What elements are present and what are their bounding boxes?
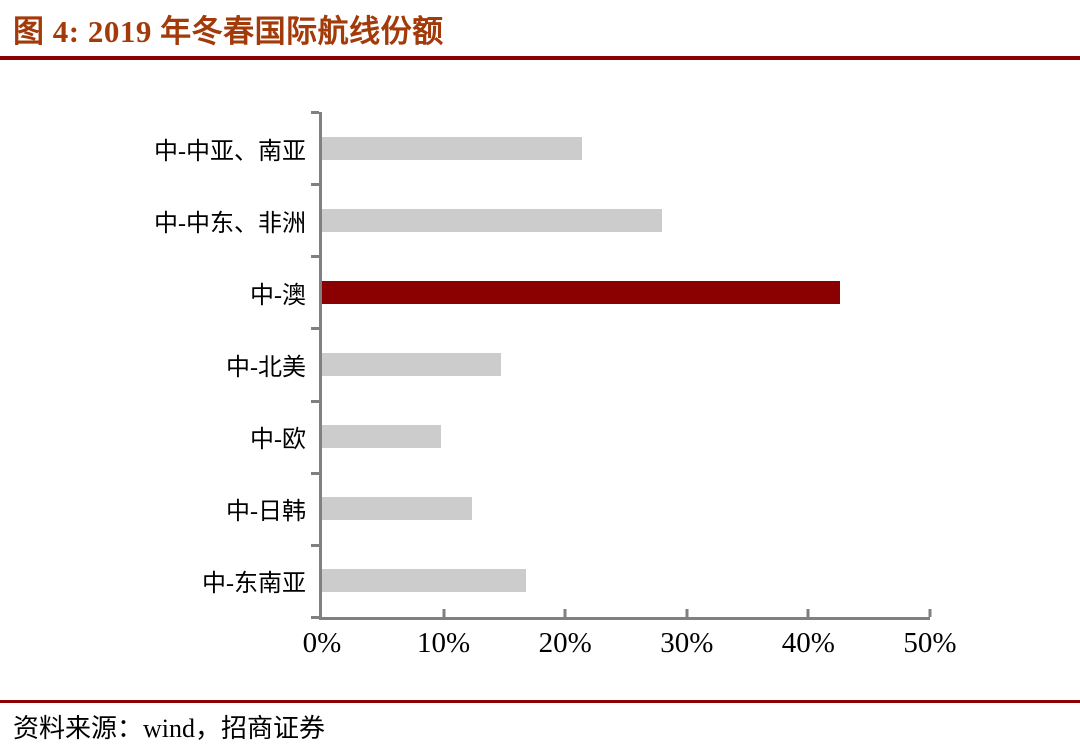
- bar-highlighted: [322, 280, 841, 304]
- x-axis-label: 40%: [781, 627, 835, 659]
- category-label: 中-中亚、南亚: [154, 138, 306, 165]
- chart-row: [322, 112, 930, 184]
- y-axis-tick: [311, 471, 319, 475]
- y-axis-tick: [311, 183, 319, 187]
- x-axis-tick: [685, 609, 689, 617]
- x-axis-tick: [563, 609, 567, 617]
- x-axis-label: 0%: [302, 627, 342, 659]
- y-axis-tick: [311, 255, 319, 259]
- x-axis-tick: [806, 609, 810, 617]
- chart-row: [322, 256, 930, 328]
- category-label: 中-澳: [250, 282, 306, 309]
- bar: [322, 497, 472, 521]
- y-axis-tick: [311, 616, 319, 619]
- chart-row: [322, 545, 930, 617]
- y-axis-tick: [311, 327, 319, 331]
- x-axis-label: 20%: [538, 627, 592, 659]
- x-axis-label: 30%: [660, 627, 714, 659]
- x-axis-tick: [928, 609, 932, 617]
- x-axis-label: 10%: [417, 627, 471, 659]
- bar: [322, 569, 527, 593]
- category-label: 中-欧: [250, 427, 306, 454]
- category-axis-labels: 中-中亚、南亚 中-中东、非洲中-澳中-北美中-欧中-日韩中-东南亚: [0, 112, 306, 617]
- category-label: 中-东南亚: [202, 571, 306, 598]
- x-axis-label: 50%: [903, 627, 957, 659]
- y-axis-tick: [311, 399, 319, 403]
- bar: [322, 136, 583, 160]
- bar: [322, 208, 663, 232]
- chart-row: [322, 473, 930, 545]
- chart-row: [322, 328, 930, 400]
- chart-row: [322, 184, 930, 256]
- bar-rows: [322, 112, 930, 617]
- value-axis-labels: 0% 10% 20% 30% 40% 50%: [303, 627, 957, 665]
- category-label: 中-日韩: [226, 499, 306, 526]
- category-label: 中-北美: [226, 354, 306, 381]
- y-axis-tick: [311, 543, 319, 547]
- x-axis-tick: [442, 609, 446, 617]
- chart-row: [322, 401, 930, 473]
- bar: [322, 425, 442, 449]
- source-rule-divider: [0, 700, 1080, 703]
- bar-chart-plot-area: [311, 111, 932, 620]
- y-axis-tick: [311, 111, 319, 114]
- bar: [322, 352, 501, 376]
- category-label: 中-中东、非洲: [154, 210, 306, 237]
- title-rule-divider: [0, 56, 1080, 60]
- source-text: 资料来源：wind，招商证券: [13, 714, 326, 743]
- figure-title: 图 4: 2019 年冬春国际航线份额: [13, 14, 444, 49]
